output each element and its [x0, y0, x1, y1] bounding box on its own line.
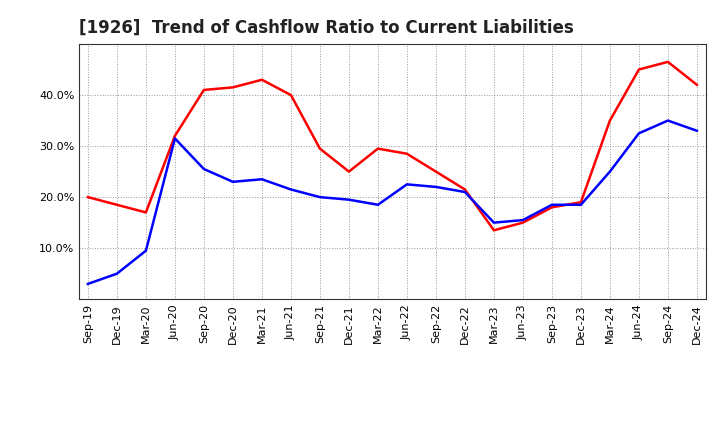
- Operating CF to Current Liabilities: [402, 151, 411, 156]
- Free CF to Current Liabilities: [577, 202, 585, 207]
- Free CF to Current Liabilities: [490, 220, 498, 225]
- Operating CF to Current Liabilities: [287, 92, 295, 98]
- Operating CF to Current Liabilities: [345, 169, 354, 174]
- Operating CF to Current Liabilities: [577, 200, 585, 205]
- Operating CF to Current Liabilities: [112, 202, 121, 207]
- Free CF to Current Liabilities: [84, 281, 92, 286]
- Free CF to Current Liabilities: [606, 169, 614, 174]
- Operating CF to Current Liabilities: [693, 82, 701, 88]
- Free CF to Current Liabilities: [315, 194, 324, 200]
- Text: [1926]  Trend of Cashflow Ratio to Current Liabilities: [1926] Trend of Cashflow Ratio to Curren…: [79, 19, 574, 37]
- Operating CF to Current Liabilities: [228, 85, 237, 90]
- Operating CF to Current Liabilities: [634, 67, 643, 72]
- Line: Operating CF to Current Liabilities: Operating CF to Current Liabilities: [88, 62, 697, 230]
- Operating CF to Current Liabilities: [461, 187, 469, 192]
- Free CF to Current Liabilities: [548, 202, 557, 207]
- Free CF to Current Liabilities: [345, 197, 354, 202]
- Free CF to Current Liabilities: [142, 248, 150, 253]
- Operating CF to Current Liabilities: [518, 220, 527, 225]
- Operating CF to Current Liabilities: [84, 194, 92, 200]
- Free CF to Current Liabilities: [171, 136, 179, 141]
- Operating CF to Current Liabilities: [258, 77, 266, 82]
- Free CF to Current Liabilities: [634, 131, 643, 136]
- Legend: Operating CF to Current Liabilities, Free CF to Current Liabilities: Operating CF to Current Liabilities, Fre…: [142, 438, 643, 440]
- Free CF to Current Liabilities: [461, 189, 469, 194]
- Operating CF to Current Liabilities: [490, 227, 498, 233]
- Line: Free CF to Current Liabilities: Free CF to Current Liabilities: [88, 121, 697, 284]
- Free CF to Current Liabilities: [258, 176, 266, 182]
- Free CF to Current Liabilities: [431, 184, 440, 190]
- Operating CF to Current Liabilities: [548, 205, 557, 210]
- Free CF to Current Liabilities: [664, 118, 672, 123]
- Operating CF to Current Liabilities: [374, 146, 382, 151]
- Operating CF to Current Liabilities: [664, 59, 672, 65]
- Free CF to Current Liabilities: [199, 166, 208, 172]
- Operating CF to Current Liabilities: [171, 133, 179, 139]
- Operating CF to Current Liabilities: [315, 146, 324, 151]
- Operating CF to Current Liabilities: [199, 87, 208, 92]
- Free CF to Current Liabilities: [374, 202, 382, 207]
- Free CF to Current Liabilities: [228, 179, 237, 184]
- Free CF to Current Liabilities: [693, 128, 701, 133]
- Operating CF to Current Liabilities: [142, 210, 150, 215]
- Free CF to Current Liabilities: [518, 217, 527, 223]
- Free CF to Current Liabilities: [112, 271, 121, 276]
- Operating CF to Current Liabilities: [606, 118, 614, 123]
- Free CF to Current Liabilities: [402, 182, 411, 187]
- Free CF to Current Liabilities: [287, 187, 295, 192]
- Operating CF to Current Liabilities: [431, 169, 440, 174]
